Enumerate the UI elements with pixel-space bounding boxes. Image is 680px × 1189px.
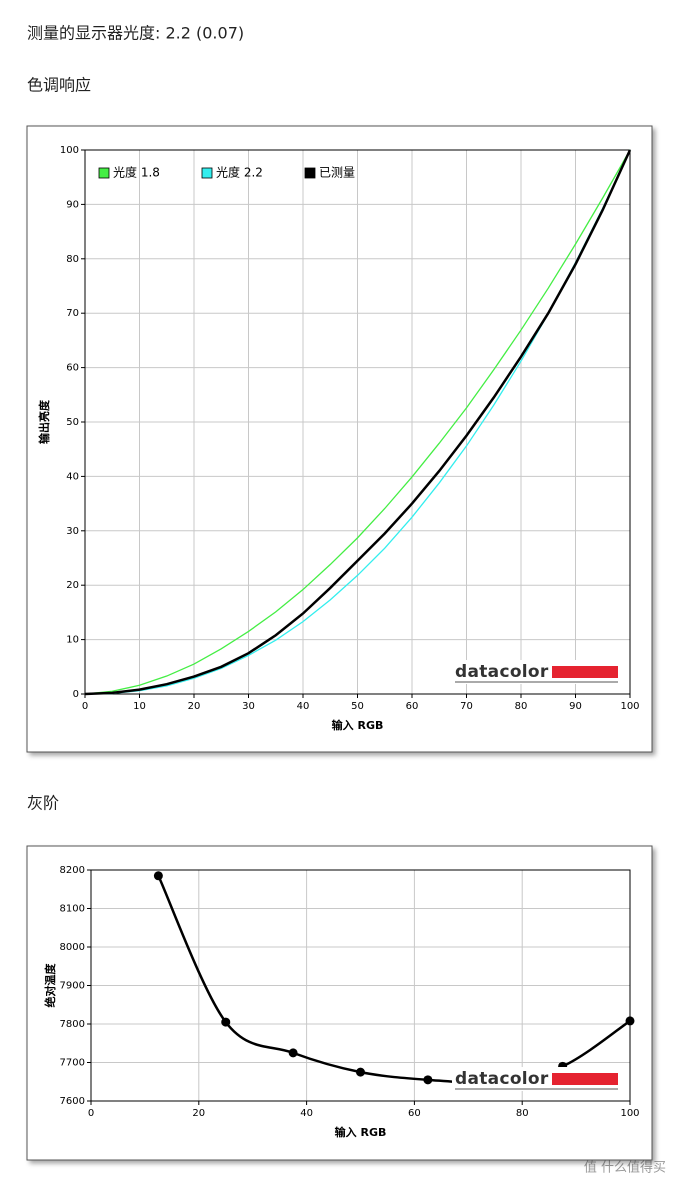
x-axis-label: 输入 RGB — [332, 718, 384, 732]
x-tick-label: 10 — [133, 701, 146, 712]
series-line — [84, 149, 631, 695]
legend-swatch — [304, 167, 316, 179]
y-tick-label: 80 — [66, 254, 79, 265]
y-tick-label: 7700 — [60, 1058, 85, 1069]
y-tick-label: 10 — [66, 635, 79, 646]
x-tick-label: 70 — [460, 701, 473, 712]
y-tick-label: 20 — [66, 580, 79, 591]
plot-border — [90, 869, 631, 1102]
x-axis-label: 输入 RGB — [335, 1125, 387, 1139]
y-tick-label: 7800 — [60, 1019, 85, 1030]
legend-swatch — [98, 167, 110, 179]
logo-text: datacolor — [455, 1069, 549, 1089]
y-axis-label: 绝对温度 — [43, 963, 57, 1008]
y-tick-label: 70 — [66, 308, 79, 319]
x-tick-label: 50 — [351, 701, 364, 712]
x-tick-label: 100 — [620, 1108, 639, 1119]
data-point — [625, 1016, 635, 1026]
x-tick-label: 0 — [82, 701, 88, 712]
logo-bar — [552, 666, 618, 678]
x-tick-label: 40 — [300, 1108, 313, 1119]
data-point — [221, 1017, 231, 1027]
chart-frame — [26, 125, 653, 753]
y-tick-label: 8200 — [60, 865, 85, 876]
y-tick-label: 7600 — [60, 1096, 85, 1107]
x-tick-label: 30 — [242, 701, 255, 712]
y-tick-label: 7900 — [60, 981, 85, 992]
data-point — [153, 871, 163, 881]
data-point — [356, 1067, 365, 1077]
x-tick-label: 80 — [515, 701, 528, 712]
y-tick-label: 0 — [73, 689, 79, 700]
x-tick-label: 90 — [569, 701, 582, 712]
chart-frame — [26, 845, 653, 1161]
y-axis-label: 输出亮度 — [37, 399, 51, 444]
plot-border — [84, 149, 631, 695]
data-point — [288, 1048, 298, 1058]
y-tick-label: 100 — [60, 145, 79, 156]
data-point — [423, 1075, 433, 1085]
x-tick-label: 40 — [297, 701, 310, 712]
logo-bar — [552, 1073, 618, 1085]
y-tick-label: 8000 — [60, 942, 85, 953]
chart-title: 灰阶 — [27, 794, 59, 813]
legend-label: 光度 2.2 — [216, 165, 263, 180]
x-tick-label: 60 — [408, 1108, 421, 1119]
x-tick-label: 0 — [88, 1108, 94, 1119]
watermark: 值 什么值得买 — [584, 1160, 666, 1176]
legend-label: 已测量 — [319, 166, 355, 180]
heading: 测量的显示器光度: 2.2 (0.07) — [27, 24, 244, 43]
chart-title: 色调响应 — [27, 76, 91, 95]
y-tick-label: 90 — [66, 199, 79, 210]
legend-label: 光度 1.8 — [113, 165, 160, 180]
x-tick-label: 100 — [620, 701, 639, 712]
x-tick-label: 80 — [516, 1108, 529, 1119]
x-tick-label: 20 — [192, 1108, 205, 1119]
y-tick-label: 50 — [66, 417, 79, 428]
series-line — [84, 149, 632, 696]
y-tick-label: 8100 — [60, 904, 85, 915]
y-tick-label: 60 — [66, 363, 79, 374]
legend-swatch — [201, 167, 213, 179]
y-tick-label: 40 — [66, 471, 79, 482]
x-tick-label: 20 — [188, 701, 201, 712]
x-tick-label: 60 — [406, 701, 419, 712]
y-tick-label: 30 — [66, 526, 79, 537]
logo-text: datacolor — [455, 662, 549, 682]
